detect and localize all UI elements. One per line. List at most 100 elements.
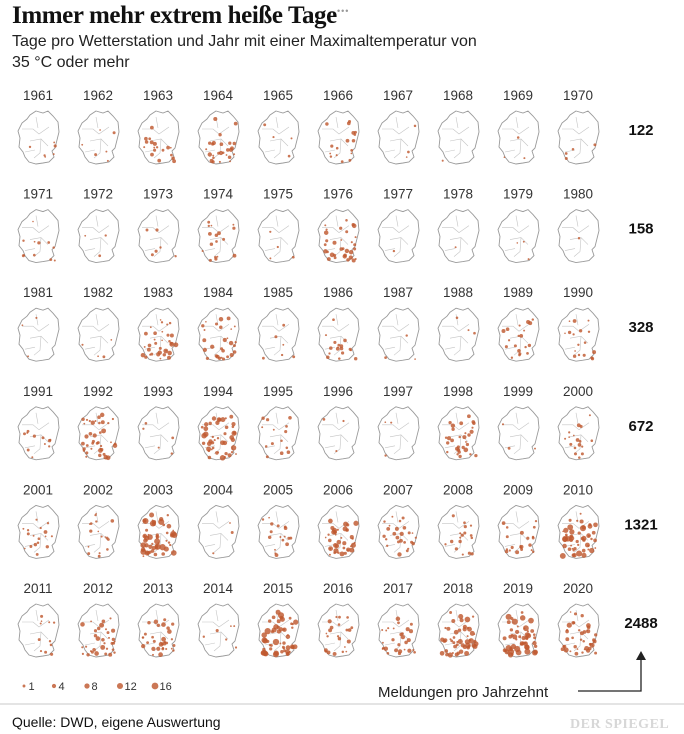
station-dot — [397, 552, 402, 557]
station-dot — [569, 650, 572, 653]
station-dot — [207, 152, 212, 157]
station-dot — [143, 146, 146, 149]
station-dot — [226, 337, 229, 340]
station-dot — [46, 522, 50, 525]
station-dot — [572, 354, 577, 358]
decade-total: 2488 — [624, 615, 657, 632]
station-dot — [36, 541, 40, 544]
station-dot — [451, 619, 456, 623]
station-dot — [86, 653, 90, 657]
station-dot — [45, 545, 49, 549]
station-dot — [81, 441, 85, 446]
germany-map — [557, 209, 600, 264]
station-dot — [264, 627, 271, 635]
station-dot — [593, 522, 598, 528]
station-dot — [232, 344, 236, 348]
station-dot — [349, 349, 352, 352]
station-dot — [159, 544, 166, 551]
germany-map — [377, 110, 420, 165]
station-dot — [450, 639, 454, 643]
station-dot — [578, 440, 582, 443]
station-dot — [26, 431, 29, 434]
station-dot — [329, 152, 332, 155]
station-dot — [518, 324, 521, 327]
station-dot — [165, 531, 169, 535]
station-dot — [173, 342, 179, 348]
station-dot — [210, 448, 213, 451]
station-dot — [172, 159, 177, 164]
station-dot — [471, 420, 476, 424]
station-dot — [329, 625, 334, 630]
station-dot — [156, 352, 161, 357]
station-dot — [586, 648, 591, 653]
station-dot — [261, 518, 265, 521]
year-label: 1977 — [383, 187, 413, 202]
station-dot — [149, 326, 152, 329]
station-dot — [288, 616, 292, 620]
station-dot — [403, 541, 406, 544]
station-dot — [572, 549, 575, 552]
germany-map — [317, 406, 360, 461]
station-dot — [346, 616, 349, 619]
map-outline — [17, 110, 60, 165]
station-dot — [384, 538, 388, 541]
station-dot — [454, 547, 459, 551]
station-dot — [328, 538, 332, 543]
station-dot — [170, 153, 173, 157]
germany-map — [77, 504, 120, 559]
year-label: 1986 — [323, 285, 353, 300]
station-dot — [343, 521, 349, 527]
station-dot — [464, 432, 467, 435]
station-dot — [92, 433, 97, 438]
station-dot — [463, 531, 467, 535]
station-dot — [326, 650, 331, 655]
station-dot — [161, 552, 165, 556]
germany-map — [17, 603, 60, 658]
station-dot — [524, 648, 531, 655]
station-dot — [451, 427, 455, 431]
station-dot — [109, 617, 112, 620]
germany-map — [497, 110, 540, 165]
station-dot — [351, 258, 356, 263]
year-label: 1972 — [83, 187, 113, 202]
station-dot — [169, 333, 174, 338]
station-dot — [574, 350, 576, 352]
station-dot — [160, 321, 164, 324]
station-dot — [215, 420, 220, 425]
station-dot — [464, 639, 470, 645]
station-dot — [413, 650, 416, 654]
station-dot — [519, 334, 524, 338]
station-dot — [209, 242, 214, 246]
station-dot — [413, 124, 417, 128]
station-dot — [323, 648, 328, 653]
year-label: 1966 — [323, 88, 353, 103]
year-label: 1976 — [323, 187, 353, 202]
map-outline — [437, 209, 480, 264]
germany-map — [317, 504, 360, 559]
station-dot — [203, 426, 209, 432]
map-outline — [77, 110, 120, 165]
station-dot — [95, 520, 98, 523]
station-dot — [514, 645, 521, 653]
year-label: 1997 — [383, 384, 413, 399]
station-dot — [44, 535, 47, 538]
station-dot — [456, 453, 459, 456]
station-dot — [161, 622, 166, 627]
station-dot — [564, 152, 568, 155]
station-dot — [577, 343, 580, 346]
station-dot — [218, 316, 224, 322]
station-dot — [171, 622, 175, 626]
station-dot — [150, 152, 154, 157]
station-dot — [382, 646, 385, 650]
station-dot — [351, 139, 356, 143]
station-dot — [161, 148, 165, 152]
station-dot — [411, 532, 414, 534]
station-dot — [590, 357, 595, 361]
station-dot — [154, 249, 158, 253]
station-dot — [106, 631, 110, 635]
station-dot — [577, 543, 580, 547]
station-dot — [231, 422, 236, 427]
station-dot — [534, 519, 538, 523]
station-dot — [144, 136, 148, 141]
station-dot — [452, 641, 456, 645]
